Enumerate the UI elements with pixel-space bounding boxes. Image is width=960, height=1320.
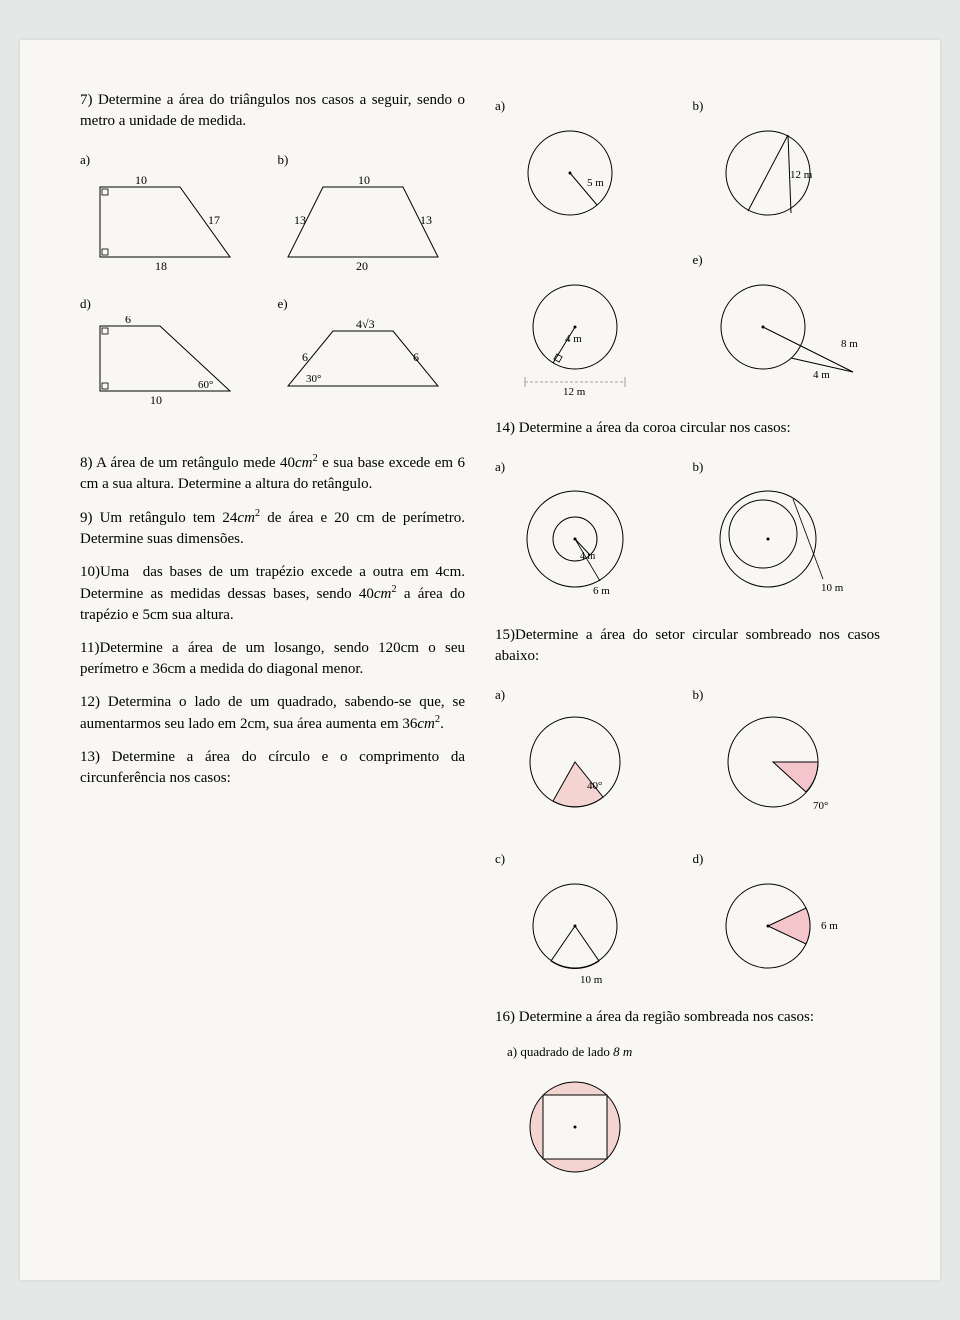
dim: 10 xyxy=(135,173,147,187)
q13-fig-a: a) 5 m xyxy=(495,98,683,228)
q15-fig-d: d) 6 m xyxy=(693,851,881,991)
q7-b-label: b) xyxy=(278,152,466,168)
q11-text: 11)Determine a área de um losango, sendo… xyxy=(80,638,465,680)
left-column: 7) Determine a área do triângulos nos ca… xyxy=(80,90,465,1230)
q15-b-label: b) xyxy=(693,687,881,703)
dim: 30° xyxy=(306,373,321,385)
q15-fig-a: a) 40° xyxy=(495,687,683,827)
dim: 6 xyxy=(413,350,419,364)
q13-a-label: a) xyxy=(495,98,683,114)
q7-fig-a: a) 10 17 18 xyxy=(80,152,268,272)
dim: 17 xyxy=(208,213,220,227)
dim: 8 m xyxy=(841,338,858,350)
q8-text: 8) A área de um retângulo mede 40cm2 e s… xyxy=(80,452,465,495)
dim: 40° xyxy=(587,780,602,792)
right-column: a) 5 m b) 12 m c) xyxy=(495,90,880,1230)
dim: 13 xyxy=(294,213,306,227)
q12-text: 12) Determina o lado de um quadrado, sab… xyxy=(80,692,465,735)
dim: 6 m xyxy=(593,585,610,597)
dim: 10 m xyxy=(821,582,844,594)
q15-fig-c: c) 10 m xyxy=(495,851,683,991)
dim: 6 xyxy=(125,316,131,326)
q14-row: a) 4 m 6 m b) 10 m xyxy=(495,459,880,609)
dim: 60° xyxy=(198,379,213,391)
q15-d-label: d) xyxy=(693,851,881,867)
dim: 5 m xyxy=(587,177,604,189)
q7-fig-d: d) 6 60° 10 xyxy=(80,296,268,406)
q15-row2: c) 10 m d) 6 m xyxy=(495,851,880,991)
q16-text: 16) Determine a área da região sombreada… xyxy=(495,1007,880,1028)
q13-fig-e: e) 8 m 4 m xyxy=(693,252,881,402)
q7-fig-b: b) 10 13 13 20 xyxy=(278,152,466,272)
q15-row1: a) 40° b) 70° xyxy=(495,687,880,827)
q14-fig-a: a) 4 m 6 m xyxy=(495,459,683,609)
q7-a-label: a) xyxy=(80,152,268,168)
q15-text: 15)Determine a área do setor circular so… xyxy=(495,625,880,667)
dim: 70° xyxy=(813,800,828,812)
dim: 10 xyxy=(358,173,370,187)
q13-b-label: b) xyxy=(693,98,881,114)
dim: 6 xyxy=(302,350,308,364)
dim: 10 m xyxy=(580,974,603,986)
q7-e-label: e) xyxy=(278,296,466,312)
q13-e-label: e) xyxy=(693,252,881,268)
dim: 12 m xyxy=(563,386,586,398)
worksheet-page: 7) Determine a área do triângulos nos ca… xyxy=(20,40,940,1280)
q7-fig-e: e) 4√3 6 6 30° xyxy=(278,296,466,406)
q13-fig-c: c) 4 m 12 m xyxy=(495,252,683,402)
q14-a-label: a) xyxy=(495,459,683,475)
q7-row1: a) 10 17 18 b) 10 13 13 20 xyxy=(80,152,465,272)
q7-row2: d) 6 60° 10 e) 4√3 6 6 30° xyxy=(80,296,465,406)
dim: 4 m xyxy=(565,333,582,345)
dim: 4√3 xyxy=(356,317,375,331)
q14-fig-b: b) 10 m xyxy=(693,459,881,609)
q13-row1: a) 5 m b) 12 m xyxy=(495,98,880,228)
q14-text: 14) Determine a área da coroa circular n… xyxy=(495,418,880,439)
q9-text: 9) Um retângulo tem 24cm2 de área e 20 c… xyxy=(80,507,465,550)
dim: 10 xyxy=(150,393,162,406)
q10-text: 10)Uma das bases de um trapézio excede a… xyxy=(80,562,465,626)
q7-d-label: d) xyxy=(80,296,268,312)
q13-text: 13) Determine a área do círculo e o comp… xyxy=(80,747,465,789)
dim: 4 m xyxy=(813,369,830,381)
dim: 12 m xyxy=(790,169,813,181)
dim: 20 xyxy=(356,259,368,272)
q15-a-label: a) xyxy=(495,687,683,703)
q13-fig-b: b) 12 m xyxy=(693,98,881,228)
q16-sub: a) quadrado de lado 8 m xyxy=(507,1044,880,1060)
q16-fig xyxy=(515,1072,880,1187)
q14-b-label: b) xyxy=(693,459,881,475)
dim: 13 xyxy=(420,213,432,227)
q13-row2: c) 4 m 12 m e) xyxy=(495,252,880,402)
dim: 18 xyxy=(155,259,167,272)
dim: 6 m xyxy=(821,920,838,932)
q7-text: 7) Determine a área do triângulos nos ca… xyxy=(80,90,465,132)
q15-c-label: c) xyxy=(495,851,683,867)
q15-fig-b: b) 70° xyxy=(693,687,881,827)
